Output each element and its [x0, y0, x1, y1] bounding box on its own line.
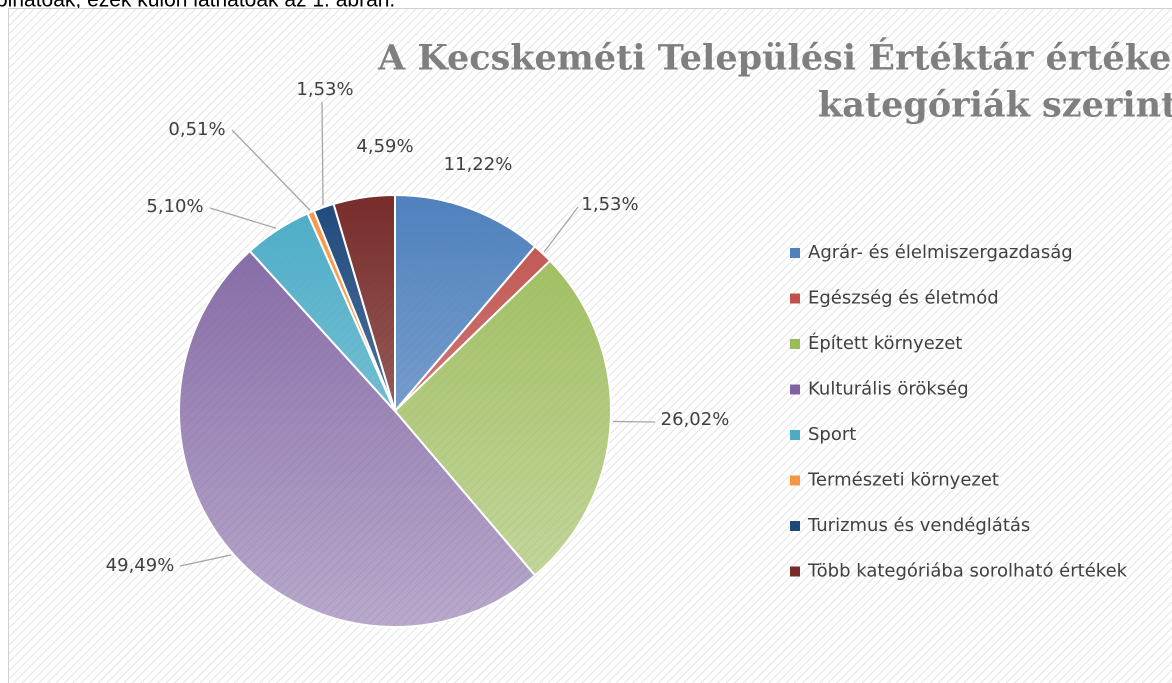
legend-label: Természeti környezet	[807, 470, 999, 491]
legend-label: Turizmus és vendéglátás	[807, 515, 1030, 536]
leader-line	[612, 420, 656, 423]
data-label: 1,53%	[581, 194, 638, 215]
legend-label: Épített környezet	[808, 332, 962, 354]
caption-text: olhatóak, ezek külön láthatóak az 1. ábr…	[0, 0, 395, 12]
legend-label: Egészség és életmód	[808, 288, 999, 309]
legend-swatch	[790, 430, 800, 440]
legend-swatch	[790, 521, 800, 531]
legend-swatch	[790, 475, 800, 486]
leader-line	[543, 206, 579, 253]
pie-slice	[393, 259, 612, 577]
chart-title: kategóriák szerint	[818, 85, 1172, 126]
legend-swatch	[790, 293, 800, 304]
legend-label: Sport	[808, 424, 856, 445]
leader-line	[321, 101, 324, 206]
leader-line	[209, 207, 277, 229]
legend-label: Kulturális örökség	[808, 379, 969, 400]
legend-swatch	[790, 566, 800, 577]
pie-slice	[178, 249, 537, 628]
legend-swatch	[790, 248, 800, 258]
leader-line	[231, 129, 311, 211]
data-label: 49,49%	[106, 555, 175, 576]
chart-title: A Kecskeméti Települési Értéktár értékei	[377, 37, 1172, 79]
data-label: 11,22%	[444, 154, 513, 175]
data-label: 0,51%	[168, 119, 225, 140]
data-label: 1,53%	[296, 79, 353, 100]
chart: A Kecskeméti Települési Értéktár értékei…	[106, 37, 1172, 628]
legend-label: Több kategóriába sorolható értékek	[807, 561, 1128, 582]
data-label: 4,59%	[356, 136, 413, 157]
legend-swatch	[790, 384, 800, 395]
legend-swatch	[790, 339, 800, 349]
pie-slice	[332, 193, 396, 412]
pie-slice	[394, 193, 537, 414]
data-label: 26,02%	[661, 409, 730, 430]
legend-label: Agrár- és élelmiszergazdaság	[808, 242, 1073, 263]
data-label: 5,10%	[146, 196, 203, 217]
leader-line	[179, 554, 232, 567]
